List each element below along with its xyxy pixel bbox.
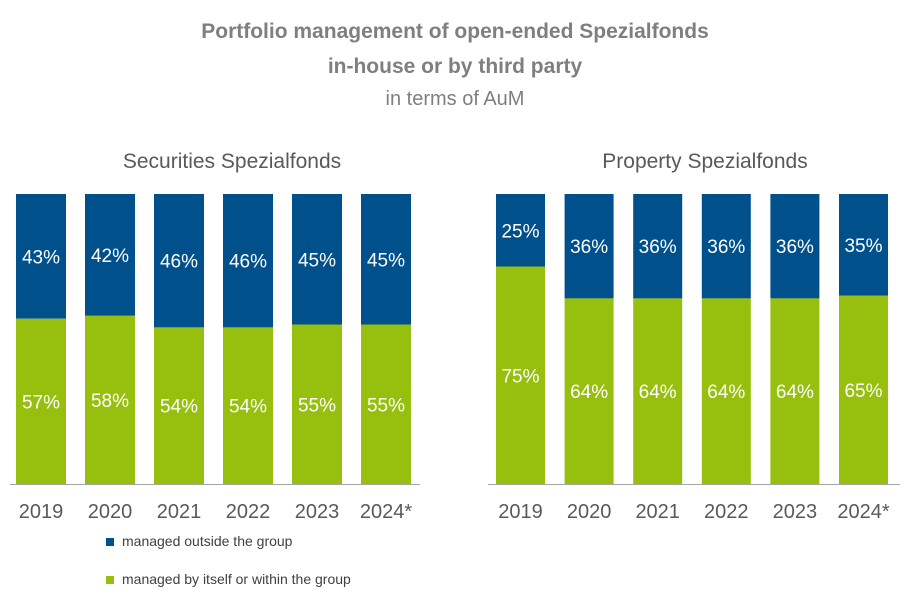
securities-category-label-0: 2019 (19, 501, 64, 523)
securities-bar-outside-3 (223, 194, 273, 328)
legend-swatch-outside (106, 538, 114, 547)
property-bar-within-1 (564, 298, 614, 484)
securities-category-label-5: 2024* (360, 501, 412, 523)
property-label-within-5: 65% (844, 381, 882, 402)
property-label-within-1: 64% (570, 382, 608, 403)
securities-label-outside-4: 45% (298, 250, 336, 271)
property-category-label-4: 2023 (773, 501, 818, 523)
property-bar-outside-1 (564, 194, 614, 299)
property-label-within-4: 64% (776, 382, 814, 403)
property-bar-within-4 (770, 298, 820, 484)
securities-label-outside-5: 45% (367, 250, 405, 271)
securities-label-within-0: 57% (22, 392, 60, 413)
securities-bar-within-5 (361, 324, 411, 484)
property-bar-outside-4 (770, 194, 820, 299)
securities-bar-within-3 (223, 327, 273, 484)
securities-bar-outside-4 (292, 194, 342, 325)
property-label-outside-5: 35% (844, 236, 882, 257)
property-label-within-3: 64% (707, 382, 745, 403)
property-bar-outside-2 (633, 194, 683, 299)
securities-bar-within-4 (292, 324, 342, 484)
property-bar-outside-0 (496, 194, 545, 267)
property-category-label-2: 2021 (635, 501, 680, 523)
securities-bar-within-0 (16, 318, 66, 484)
main-title: Portfolio management of open-ended Spezi… (201, 20, 709, 43)
legend-item-within: managed by itself or within the group (106, 571, 351, 587)
securities-label-outside-3: 46% (229, 252, 267, 273)
main-unit-note: in terms of AuM (385, 88, 525, 110)
securities-bar-within-1 (85, 315, 135, 484)
property-label-within-2: 64% (639, 382, 677, 403)
property-label-outside-0: 25% (501, 221, 539, 242)
property-bar-outside-5 (839, 194, 888, 296)
securities-label-within-1: 58% (91, 391, 129, 412)
property-label-outside-3: 36% (707, 237, 745, 258)
main-subtitle: in-house or by third party (327, 55, 583, 78)
securities-bar-outside-1 (85, 194, 135, 316)
securities-label-within-4: 55% (298, 395, 336, 416)
property-bar-within-0 (496, 266, 545, 484)
securities-bar-outside-2 (154, 194, 204, 328)
securities-label-within-2: 54% (160, 397, 198, 418)
securities-label-within-5: 55% (367, 395, 405, 416)
securities-label-outside-1: 42% (91, 246, 129, 267)
property-category-label-3: 2022 (704, 501, 749, 523)
legend-item-outside: managed outside the group (106, 533, 292, 549)
property-label-within-0: 75% (501, 366, 539, 387)
legend-label-within: managed by itself or within the group (122, 571, 351, 587)
property-bar-within-2 (633, 298, 683, 484)
securities-chart-title: Securities Spezialfonds (122, 150, 342, 173)
securities-label-within-3: 54% (229, 397, 267, 418)
securities-category-label-3: 2022 (226, 501, 271, 523)
securities-label-outside-0: 43% (22, 247, 60, 268)
property-chart-title: Property Spezialfonds (602, 150, 808, 173)
property-category-label-1: 2020 (567, 501, 612, 523)
securities-bar-outside-5 (361, 194, 411, 325)
property-label-outside-1: 36% (570, 237, 608, 258)
property-category-label-5: 2024* (837, 501, 889, 523)
securities-label-outside-2: 46% (160, 252, 198, 273)
property-bar-within-3 (701, 298, 751, 484)
property-bar-within-5 (839, 295, 888, 484)
legend-swatch-within (106, 576, 114, 585)
property-category-label-0: 2019 (498, 501, 543, 523)
securities-bar-outside-0 (16, 194, 66, 319)
legend-label-outside: managed outside the group (122, 533, 293, 549)
securities-category-label-2: 2021 (157, 501, 202, 523)
securities-bar-within-2 (154, 327, 204, 484)
property-bar-outside-3 (701, 194, 751, 299)
securities-category-label-4: 2023 (295, 501, 340, 523)
property-label-outside-4: 36% (776, 237, 814, 258)
property-label-outside-2: 36% (639, 237, 677, 258)
securities-category-label-1: 2020 (88, 501, 133, 523)
